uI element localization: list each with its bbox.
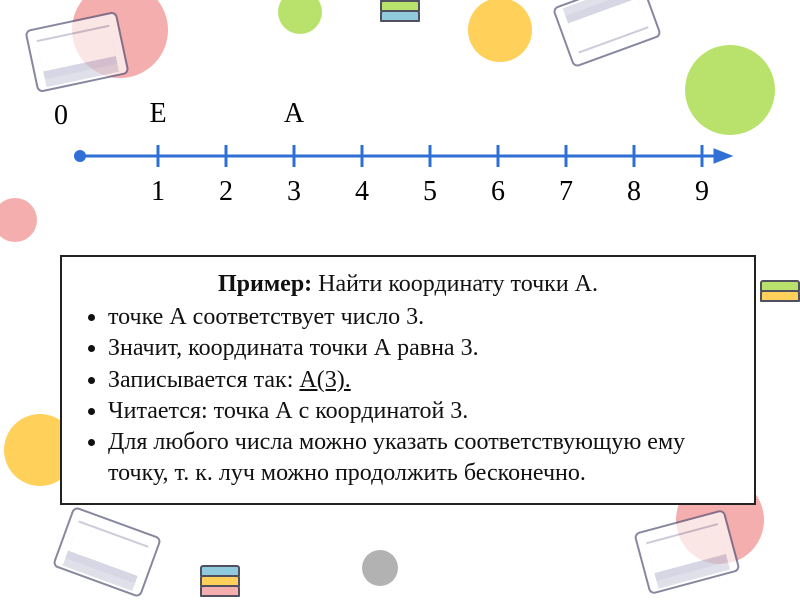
bullet-item: точке А соответствует число 3. <box>108 302 738 333</box>
content: 0 ЕА 123456789 Пример: Найти координату … <box>0 0 800 600</box>
tick-number: 9 <box>695 176 709 208</box>
tick-number: 3 <box>287 176 301 208</box>
point-label: А <box>284 98 304 130</box>
tick-number: 6 <box>491 176 505 208</box>
example-bullets: точке А соответствует число 3.Значит, ко… <box>78 302 738 489</box>
tick-number: 1 <box>151 176 165 208</box>
tick-number: 5 <box>423 176 437 208</box>
tick-number: 2 <box>219 176 233 208</box>
bullet-item: Читается: точка А с координатой 3. <box>108 396 738 427</box>
number-line-tick-numbers: 1 2 3 4 5 6 7 8 9 <box>60 176 740 206</box>
bullet-item: Записывается так: А(3). <box>108 365 738 396</box>
bullet-item: Значит, координата точки А равна 3. <box>108 333 738 364</box>
number-line-point-labels: ЕА <box>60 98 740 128</box>
example-title-bold: Пример: <box>218 271 312 297</box>
example-title: Пример: Найти координату точки А. <box>78 269 738 300</box>
point-label: Е <box>149 98 166 130</box>
bullet-item: Для любого числа можно указать соответст… <box>108 427 738 489</box>
tick-number: 4 <box>355 176 369 208</box>
number-line: 0 ЕА 123456789 <box>60 130 740 190</box>
example-title-text: Найти координату точки А. <box>312 271 598 297</box>
tick-number: 8 <box>627 176 641 208</box>
tick-number: 7 <box>559 176 573 208</box>
example-box: Пример: Найти координату точки А. точке … <box>60 255 756 505</box>
